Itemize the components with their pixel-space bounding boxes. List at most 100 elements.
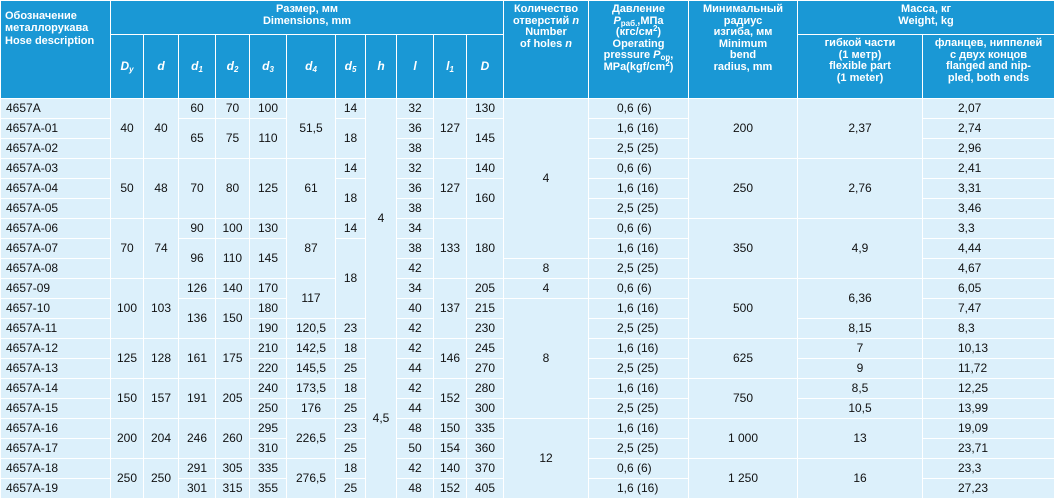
body-row: 4657A-12 125 128 161 175 210 142,5 18 4,5 42 146 24… — [0, 338, 1054, 499]
table-cell: 18 — [335, 118, 366, 159]
table-cell: 4657A-12 — [0, 338, 111, 359]
table-cell: 18 — [335, 338, 366, 359]
table-cell: 4657A-06 — [0, 218, 111, 239]
table-cell: 4657A-16 — [0, 418, 111, 439]
table-cell: 230 — [466, 318, 504, 339]
header-line: с двух концов — [924, 49, 1054, 62]
table-cell: 14 — [335, 158, 366, 179]
table-cell: 226,5 — [286, 418, 336, 459]
header-cell: гибкой части (1 метр) flexible part (1 mete… — [797, 34, 923, 99]
table-cell: 130 — [466, 98, 504, 119]
table-cell: 2,37 — [797, 98, 923, 159]
body-row: 4657A-19 301 315 355 25 48 152 405 1,6 (16) 27,23 — [0, 478, 1054, 499]
table-cell: 2,96 — [921, 138, 1054, 159]
table-cell: 14 — [335, 218, 366, 239]
header-line: фланцев, ниппелей — [924, 37, 1054, 50]
header-text: MPa(kgf/cm — [603, 60, 666, 73]
table-cell: 7 — [797, 338, 923, 359]
header-line: d3 — [251, 60, 286, 74]
table-cell: 136 — [178, 298, 216, 339]
table-cell: 90 — [178, 218, 216, 239]
table-cell: 1 000 — [688, 418, 798, 459]
header-text: P — [613, 14, 621, 27]
header-line: h — [367, 60, 396, 73]
table-cell: 44 — [396, 398, 434, 419]
header-line: (1 meter) — [799, 72, 922, 85]
table-cell: 4 — [503, 278, 589, 299]
table-cell: 103 — [143, 278, 179, 339]
table-cell: 2,5 (25) — [588, 438, 689, 459]
body-row: 4657A-03 50 48 70 80 125 61 14 32 127 140 0,6 (6) 25… — [0, 158, 1054, 219]
header-line: d2 — [217, 60, 249, 74]
table-cell: 0,6 (6) — [588, 218, 689, 239]
table-cell: 18 — [335, 378, 366, 399]
table-cell: 4,44 — [921, 238, 1054, 259]
table-cell: 3,3 — [921, 218, 1054, 239]
table-cell: 25 — [335, 478, 366, 499]
header-line: bend — [690, 49, 797, 62]
table-cell: 8 — [503, 298, 589, 419]
table-cell: 127 — [433, 158, 467, 219]
header-line: Pраб.,МПа — [590, 14, 688, 27]
header-text: Минимальный — [703, 3, 783, 15]
table-cell: 4657A-14 — [0, 378, 111, 399]
table-header: Обозначение металлорукава Hose description… — [0, 0, 1054, 99]
header-text: Размер, мм — [276, 3, 338, 15]
table-cell: 2,07 — [921, 98, 1054, 119]
table-cell: 205 — [215, 378, 250, 419]
header-line: Размер, мм — [112, 3, 503, 16]
table-cell: 38 — [396, 198, 434, 219]
table-cell: 2,5 (25) — [588, 198, 689, 219]
header-cell: фланцев, ниппелей с двух концов flanged an… — [921, 34, 1054, 99]
header-text: ) — [657, 26, 662, 38]
header-text: ) — [669, 60, 674, 73]
header-text: op — [660, 53, 671, 62]
table-cell: 44 — [396, 358, 434, 379]
header-line: Dimensions, mm — [112, 15, 503, 28]
table-cell: 220 — [249, 358, 287, 379]
body-row: 4657A-18 250 250 291 305 335 276,5 18 42 140 370 0,… — [0, 458, 1054, 499]
header-text: pled, both ends — [947, 71, 1030, 84]
header-text: pressure — [603, 49, 654, 61]
header-line: Number — [505, 26, 588, 39]
header-line: Минимальный — [690, 3, 797, 16]
table-cell: 110 — [249, 118, 287, 159]
table-cell: 210 — [249, 338, 287, 359]
header-row: Обозначение металлорукава Hose description… — [0, 0, 1054, 99]
table-cell: 291 — [178, 458, 216, 479]
header-cell: Dy — [110, 34, 144, 99]
table-cell: 4,67 — [921, 258, 1054, 279]
header-line: металлорукава — [5, 22, 110, 35]
table-cell: 170 — [249, 278, 287, 299]
header-text: radius, mm — [713, 60, 773, 73]
table-cell: 42 — [396, 258, 434, 279]
table-cell: 128 — [143, 338, 179, 379]
table-cell: 75 — [215, 118, 250, 159]
header-cell: d3 — [249, 34, 287, 99]
table-cell: 32 — [396, 158, 434, 179]
header-cell: Количество отверстий n Number of holes n — [503, 0, 589, 99]
table-cell: 145,5 — [286, 358, 336, 379]
table-cell: 205 — [466, 278, 504, 299]
header-text: n — [572, 14, 580, 27]
header-cell: Размер, мм Dimensions, mm — [110, 0, 504, 35]
table-cell: 150 — [215, 298, 250, 339]
header-text: (1 метр) — [838, 48, 882, 61]
header-text: Operating — [612, 37, 665, 50]
table-cell: 4657A-08 — [0, 258, 111, 279]
table-cell: 0,6 (6) — [588, 458, 689, 479]
body-row: 4657-10 136 150 180 40 215 8 1,6 (16) 7,47 — [0, 298, 1054, 419]
header-text: 3 — [269, 64, 274, 74]
table-cell: 215 — [466, 298, 504, 319]
table-cell: 1,6 (16) — [588, 118, 689, 139]
table-cell: 4,9 — [797, 218, 923, 279]
table-cell: 4657A-17 — [0, 438, 111, 459]
table-cell: 301 — [178, 478, 216, 499]
table-cell: 310 — [249, 438, 287, 459]
table-cell: 42 — [396, 318, 434, 339]
body-row: 4657A-01 65 75 110 18 36 145 1,6 (16) 2,74 — [0, 118, 1054, 159]
header-text: P — [653, 49, 661, 61]
table-cell: 295 — [249, 418, 287, 439]
header-text: l — [413, 58, 417, 73]
